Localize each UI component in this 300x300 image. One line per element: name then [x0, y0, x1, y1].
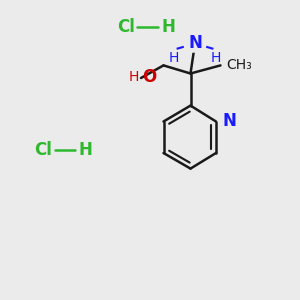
- Text: H: H: [161, 18, 175, 36]
- Text: CH₃: CH₃: [226, 58, 252, 72]
- Text: H: H: [169, 51, 179, 65]
- Text: N: N: [188, 34, 202, 52]
- Text: N: N: [223, 112, 236, 130]
- Text: H: H: [79, 141, 92, 159]
- Text: O: O: [142, 68, 157, 86]
- Text: H: H: [211, 51, 221, 65]
- Text: Cl: Cl: [117, 18, 135, 36]
- Text: Cl: Cl: [34, 141, 52, 159]
- Text: H: H: [129, 70, 140, 84]
